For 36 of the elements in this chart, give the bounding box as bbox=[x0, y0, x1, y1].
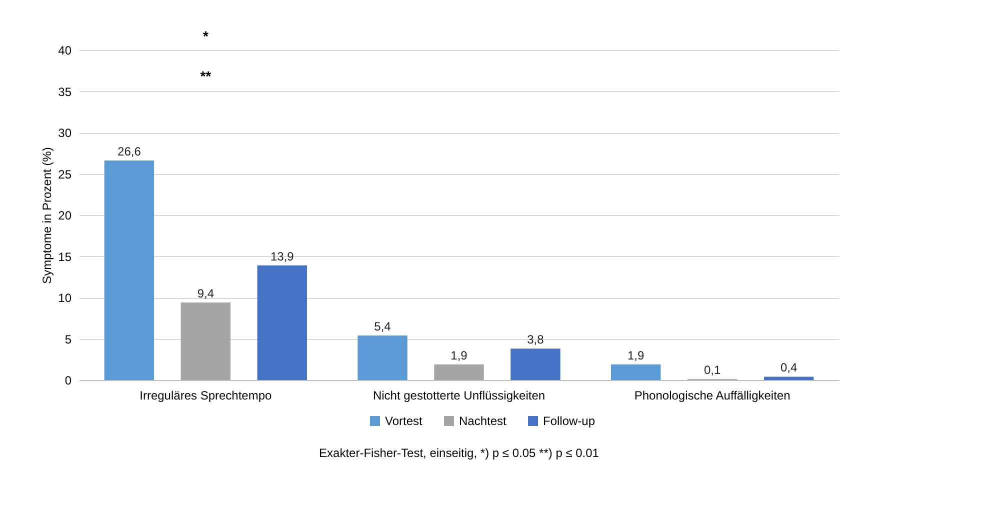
y-tick-label: 35 bbox=[58, 84, 72, 99]
text: Exakter-Fisher-Test, einseitig, *) p ≤ 0.05 **) p ≤ 0.01 bbox=[319, 446, 600, 460]
data-label: 1,9 bbox=[628, 348, 645, 362]
bar bbox=[611, 364, 661, 380]
y-tick-label: 15 bbox=[58, 250, 72, 264]
y-axis-title: Symptome in Prozent (%) bbox=[40, 147, 54, 284]
bar bbox=[180, 302, 231, 380]
y-tick-label: 10 bbox=[58, 291, 72, 305]
data-label: 9,4 bbox=[197, 286, 214, 300]
data-label: 0,4 bbox=[780, 360, 798, 375]
y-tick-label: 20 bbox=[58, 208, 72, 222]
legend-label: Vortest bbox=[385, 414, 424, 428]
bar bbox=[358, 335, 408, 380]
data-label: 3,8 bbox=[527, 332, 544, 347]
x-tick-label: Nicht gestotterte Unflüssigkeiten bbox=[372, 388, 546, 402]
bar bbox=[257, 265, 307, 380]
legend-label: Nachtest bbox=[459, 414, 508, 428]
annotation: ** bbox=[200, 68, 212, 84]
bar bbox=[104, 160, 154, 380]
data-label: 13,9 bbox=[270, 249, 294, 264]
y-tick-label: 5 bbox=[64, 332, 72, 346]
x-tick-label: Phonologische Auffälligkeiten bbox=[634, 388, 790, 402]
data-label: 0,1 bbox=[704, 363, 721, 378]
y-tick-label: 25 bbox=[58, 167, 72, 182]
y-tick-label: 30 bbox=[58, 126, 72, 140]
bar bbox=[510, 348, 560, 380]
x-tick-label: Irreguläres Sprechtempo bbox=[140, 388, 272, 402]
bar bbox=[764, 376, 814, 380]
y-tick-label: 40 bbox=[58, 44, 72, 58]
y-tick-label: 0 bbox=[64, 374, 72, 388]
bar bbox=[434, 364, 484, 380]
text: * bbox=[202, 28, 209, 44]
legend-label: Follow-up bbox=[543, 414, 596, 428]
data-label: 26,6 bbox=[118, 144, 142, 159]
data-label: 5,4 bbox=[374, 319, 392, 334]
data-label: 1,9 bbox=[450, 348, 468, 362]
